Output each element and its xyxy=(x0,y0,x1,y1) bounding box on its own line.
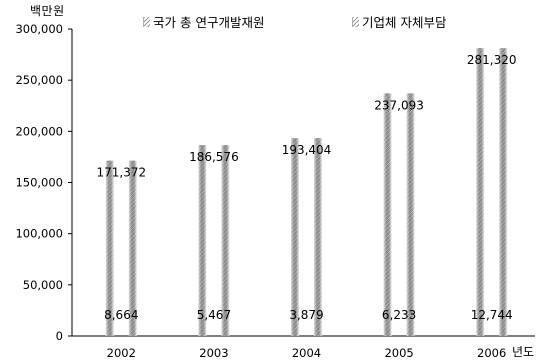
data-label-series-2: 8,664 xyxy=(104,308,138,322)
legend-swatch-series-1 xyxy=(143,16,150,27)
data-label-series-2: 12,744 xyxy=(471,308,513,322)
data-label-series-2: 5,467 xyxy=(197,308,231,322)
y-tick-label: 300,000 xyxy=(15,22,63,36)
x-unit-label: 년도 xyxy=(512,345,535,359)
legend-item-series-1: 국가 총 연구개발재원 xyxy=(143,12,264,31)
data-label-series-1: 186,576 xyxy=(189,150,239,164)
data-label-series-1: 281,320 xyxy=(467,53,517,67)
y-tick-label: 250,000 xyxy=(15,73,63,87)
bar-texture xyxy=(128,160,137,336)
bar-texture xyxy=(406,93,415,336)
bar-texture xyxy=(198,145,207,336)
data-label-series-1: 193,404 xyxy=(282,143,332,157)
bar-texture xyxy=(105,160,114,336)
x-tick-label: 2006 xyxy=(477,346,506,360)
y-tick-label: 150,000 xyxy=(15,176,63,190)
y-tick-label: 0 xyxy=(56,329,63,343)
bar-texture xyxy=(314,138,322,336)
legend-label-series-1: 국가 총 연구개발재원 xyxy=(153,15,265,30)
bar-texture xyxy=(221,145,230,336)
x-tick-label: 2004 xyxy=(292,346,321,360)
bar-texture xyxy=(291,138,299,336)
x-tick-label: 2002 xyxy=(107,346,136,360)
y-tick-label: 200,000 xyxy=(15,124,63,138)
x-tick-label: 2005 xyxy=(384,346,413,360)
bar-texture xyxy=(499,48,508,336)
legend-swatch-series-2 xyxy=(352,16,359,27)
data-label-series-2: 3,879 xyxy=(289,308,323,322)
x-tick-label: 2003 xyxy=(199,346,228,360)
legend-label-series-2: 기업체 자체부담 xyxy=(362,15,447,30)
y-tick-label: 100,000 xyxy=(15,227,63,241)
data-label-series-1: 237,093 xyxy=(374,98,424,112)
bar-texture xyxy=(383,93,392,336)
data-label-series-2: 6,233 xyxy=(382,308,416,322)
bar-texture xyxy=(476,48,485,336)
y-unit-label: 백만원 xyxy=(30,4,65,18)
data-label-series-1: 171,372 xyxy=(96,166,146,180)
y-tick-label: 50,000 xyxy=(23,278,63,292)
legend-item-series-2: 기업체 자체부담 xyxy=(352,12,446,31)
